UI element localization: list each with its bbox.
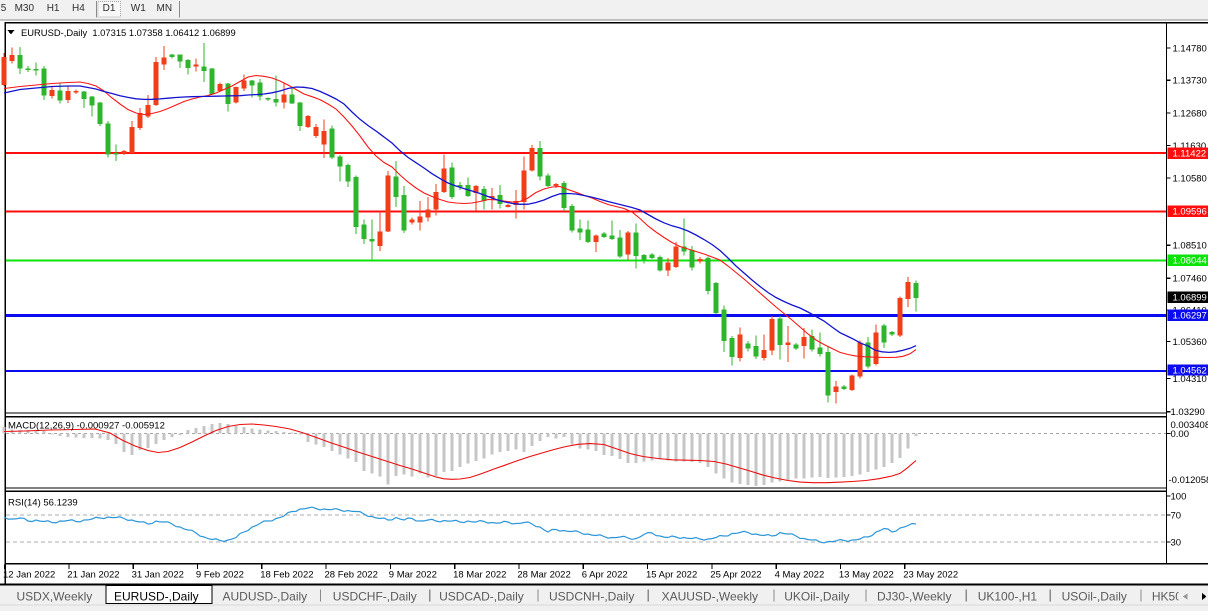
svg-text:AUDUSD-,Daily: AUDUSD-,Daily [223, 589, 308, 603]
svg-text:1.03290: 1.03290 [1171, 407, 1205, 418]
svg-text:H1: H1 [47, 3, 60, 14]
svg-text:5: 5 [1, 3, 7, 14]
svg-text:1.12680: 1.12680 [1173, 108, 1207, 119]
svg-text:9 Mar 2022: 9 Mar 2022 [389, 570, 437, 581]
svg-text:1.08044: 1.08044 [1173, 256, 1207, 267]
svg-text:USDX,Weekly: USDX,Weekly [17, 589, 93, 603]
svg-text:MN: MN [157, 3, 173, 14]
svg-text:0.00: 0.00 [1171, 429, 1190, 440]
svg-text:70: 70 [1171, 510, 1182, 521]
svg-text:18 Mar 2022: 18 Mar 2022 [453, 570, 506, 581]
svg-text:100: 100 [1171, 491, 1187, 502]
svg-text:1.11422: 1.11422 [1173, 149, 1207, 160]
svg-text:MACD(12,26,9) -0.000927 -0.005: MACD(12,26,9) -0.000927 -0.005912 [8, 420, 165, 431]
svg-text:13 May 2022: 13 May 2022 [839, 570, 894, 581]
svg-text:EURUSD-,Daily: EURUSD-,Daily [114, 589, 199, 603]
svg-text:H4: H4 [72, 3, 85, 14]
svg-text:1.08510: 1.08510 [1173, 241, 1207, 252]
svg-text:1.07460: 1.07460 [1173, 274, 1207, 285]
svg-text:DJ30-,Weekly: DJ30-,Weekly [877, 589, 951, 603]
svg-text:W1: W1 [131, 3, 146, 14]
svg-text:6 Apr 2022: 6 Apr 2022 [582, 570, 628, 581]
svg-text:1.06297: 1.06297 [1173, 311, 1207, 322]
svg-text:1.05360: 1.05360 [1173, 337, 1207, 348]
svg-text:25 Apr 2022: 25 Apr 2022 [710, 570, 761, 581]
svg-text:1.09596: 1.09596 [1173, 207, 1207, 218]
svg-text:28 Mar 2022: 28 Mar 2022 [517, 570, 570, 581]
svg-text:UKOil-,Daily: UKOil-,Daily [784, 589, 849, 603]
svg-text:21 Jan 2022: 21 Jan 2022 [67, 570, 119, 581]
svg-text:UK100-,H1: UK100-,H1 [978, 589, 1038, 603]
svg-text:28 Feb 2022: 28 Feb 2022 [325, 570, 378, 581]
svg-text:RSI(14) 56.1239: RSI(14) 56.1239 [8, 498, 78, 509]
svg-text:D1: D1 [103, 3, 116, 14]
svg-text:1.04562: 1.04562 [1173, 365, 1207, 376]
svg-text:-0.012058: -0.012058 [1169, 475, 1208, 486]
svg-text:HK50: HK50 [1152, 589, 1182, 603]
svg-text:15 Apr 2022: 15 Apr 2022 [646, 570, 697, 581]
svg-text:31 Jan 2022: 31 Jan 2022 [132, 570, 184, 581]
svg-text:1.13730: 1.13730 [1173, 76, 1207, 87]
svg-text:USDCHF-,Daily: USDCHF-,Daily [333, 589, 417, 603]
svg-text:EURUSD-,Daily 1.07315 1.07358: EURUSD-,Daily 1.07315 1.07358 1.06412 1.… [21, 27, 236, 38]
svg-text:M30: M30 [15, 3, 35, 14]
svg-text:1.06899: 1.06899 [1173, 293, 1207, 304]
svg-text:18 Feb 2022: 18 Feb 2022 [260, 570, 313, 581]
svg-text:XAUUSD-,Weekly: XAUUSD-,Weekly [662, 589, 758, 603]
svg-text:USDCNH-,Daily: USDCNH-,Daily [549, 589, 634, 603]
svg-text:9 Feb 2022: 9 Feb 2022 [196, 570, 244, 581]
svg-text:4 May 2022: 4 May 2022 [775, 570, 825, 581]
svg-text:1.14780: 1.14780 [1173, 43, 1207, 54]
svg-text:1.10580: 1.10580 [1173, 174, 1207, 185]
svg-text:12 Jan 2022: 12 Jan 2022 [3, 570, 55, 581]
svg-text:30: 30 [1171, 537, 1182, 548]
svg-text:USOil-,Daily: USOil-,Daily [1062, 589, 1127, 603]
svg-text:23 May 2022: 23 May 2022 [903, 570, 958, 581]
svg-text:USDCAD-,Daily: USDCAD-,Daily [439, 589, 524, 603]
